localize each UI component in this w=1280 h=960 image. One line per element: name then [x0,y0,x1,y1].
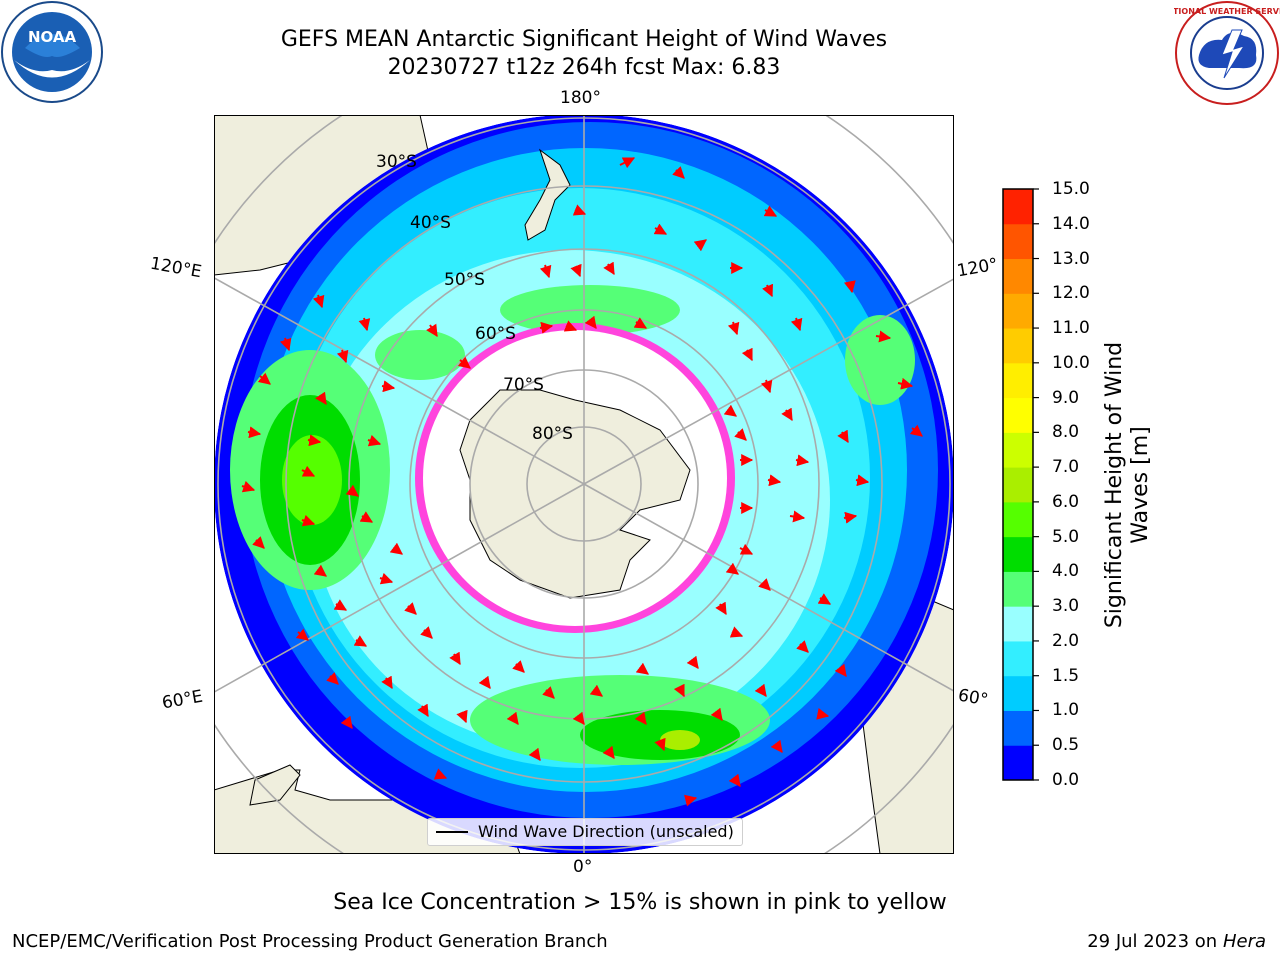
colorbar-tick-label: 10.0 [1052,352,1090,373]
colorbar-tick-label: 3.0 [1052,596,1080,617]
colorbar-segment [1003,640,1033,677]
madagascar-land [249,764,301,806]
colorbar-segment [1003,606,1033,642]
colorbar-segment [1003,536,1033,572]
colorbar-tick-label: 15.0 [1052,179,1090,199]
lat-label-40s: 40°S [410,213,451,233]
colorbar-segment [1003,745,1033,781]
colorbar-segment [1003,467,1033,503]
noaa-wordmark: NOAA [28,28,77,46]
colorbar-segment [1003,293,1033,329]
map-panel [214,115,954,854]
national-weather-service-logo-icon: NATIONAL WEATHER SERVICE [1174,1,1280,105]
colorbar-tick-label: 0.5 [1052,735,1080,756]
map-legend: Wind Wave Direction (unscaled) [427,818,743,846]
antarctica-land [459,389,691,599]
colorbar-tick-label: 0.0 [1052,770,1080,790]
colorbar-tick-label: 2.0 [1052,630,1080,651]
colorbar-segment [1003,189,1033,225]
chart-title: GEFS MEAN Antarctic Significant Height o… [280,27,888,52]
nws-wordmark: NATIONAL WEATHER SERVICE [1174,7,1280,16]
colorbar-segment [1003,432,1033,468]
colorbar-tick-label: 8.0 [1052,422,1080,443]
colorbar-segment [1003,397,1033,433]
new-zealand-land [524,148,571,241]
lat-label-70s: 70°S [503,375,544,395]
noaa-logo-icon: NOAA [1,1,103,103]
colorbar-tick-label: 12.0 [1052,283,1090,304]
colorbar-segment [1003,223,1033,260]
lon-label-top: 180° [560,88,601,108]
colorbar-segment [1003,258,1033,294]
lon-label-bottom: 0° [573,857,593,877]
colorbar-segment [1003,328,1033,364]
legend-line-symbol [436,831,468,833]
sea-ice-note: Sea Ice Concentration > 15% is shown in … [333,890,947,915]
colorbar-segment [1003,501,1033,538]
lat-label-60s: 60°S [475,324,516,344]
colorbar-tick-label: 6.0 [1052,491,1080,512]
colorbar-tick-label: 4.0 [1052,561,1080,582]
colorbar-tick-label: 1.0 [1052,700,1080,721]
colorbar-tick-label: 7.0 [1052,457,1080,478]
colorbar-tick-label: 11.0 [1052,318,1090,339]
colorbar-tick-label: 1.5 [1052,665,1080,686]
credit-footer: NCEP/EMC/Verification Post Processing Pr… [12,931,608,952]
machine-name: Hera [1222,931,1266,952]
colorbar-segment [1003,571,1033,607]
colorbar-tick-label: 5.0 [1052,526,1080,547]
colorbar-segment [1003,675,1033,711]
colorbar-tick-label: 14.0 [1052,213,1090,234]
legend-label: Wind Wave Direction (unscaled) [478,822,734,841]
colorbar-segment [1003,710,1033,746]
lat-label-80s: 80°S [532,424,573,444]
colorbar-segment [1003,362,1033,399]
date-footer: 29 Jul 2023 on Hera [1087,931,1266,952]
wind-wave-arrows [241,157,923,807]
colorbar [1003,189,1033,781]
lat-label-30s: 30°S [376,152,417,172]
lat-label-50s: 50°S [444,270,485,290]
date-text: 29 Jul 2023 on [1087,931,1218,952]
colorbar-tick-label: 9.0 [1052,387,1080,408]
colorbar-tick-label: 13.0 [1052,248,1090,269]
chart-subtitle: 20230727 t12z 264h fcst Max: 6.83 [387,55,781,80]
colorbar-title: Significant Height of Wind Waves [m] [1102,341,1153,629]
